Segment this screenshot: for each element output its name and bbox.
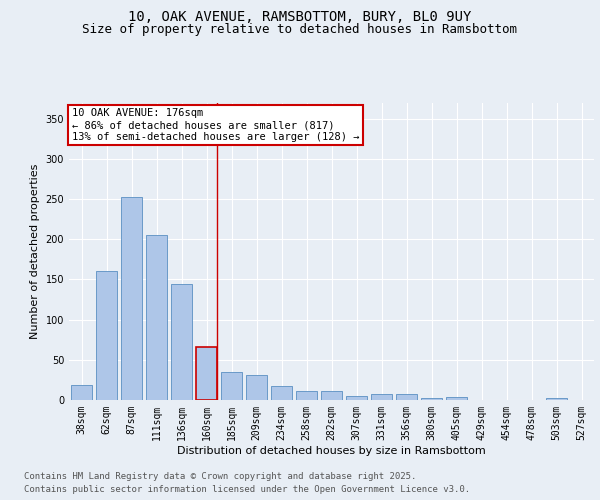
Bar: [96, 272, 117, 400]
Bar: [296, 391, 317, 400]
Bar: [371, 394, 392, 400]
Text: Size of property relative to detached houses in Ramsbottom: Size of property relative to detached ho…: [83, 22, 517, 36]
Bar: [321, 391, 342, 400]
Bar: [196, 347, 217, 400]
Y-axis label: Number of detached properties: Number of detached properties: [30, 164, 40, 339]
Bar: [396, 394, 417, 400]
X-axis label: Distribution of detached houses by size in Ramsbottom: Distribution of detached houses by size …: [177, 446, 486, 456]
Bar: [221, 372, 242, 400]
Bar: [171, 284, 192, 400]
Text: 10, OAK AVENUE, RAMSBOTTOM, BURY, BL0 9UY: 10, OAK AVENUE, RAMSBOTTOM, BURY, BL0 9U…: [128, 10, 472, 24]
Bar: [71, 384, 92, 400]
Text: Contains public sector information licensed under the Open Government Licence v3: Contains public sector information licen…: [24, 484, 470, 494]
Bar: [346, 396, 367, 400]
Bar: [446, 397, 467, 400]
Text: Contains HM Land Registry data © Crown copyright and database right 2025.: Contains HM Land Registry data © Crown c…: [24, 472, 416, 481]
Bar: [146, 235, 167, 400]
Bar: [271, 386, 292, 400]
Bar: [546, 398, 567, 400]
Bar: [121, 198, 142, 400]
Text: 10 OAK AVENUE: 176sqm
← 86% of detached houses are smaller (817)
13% of semi-det: 10 OAK AVENUE: 176sqm ← 86% of detached …: [71, 108, 359, 142]
Bar: [421, 398, 442, 400]
Bar: [246, 375, 267, 400]
